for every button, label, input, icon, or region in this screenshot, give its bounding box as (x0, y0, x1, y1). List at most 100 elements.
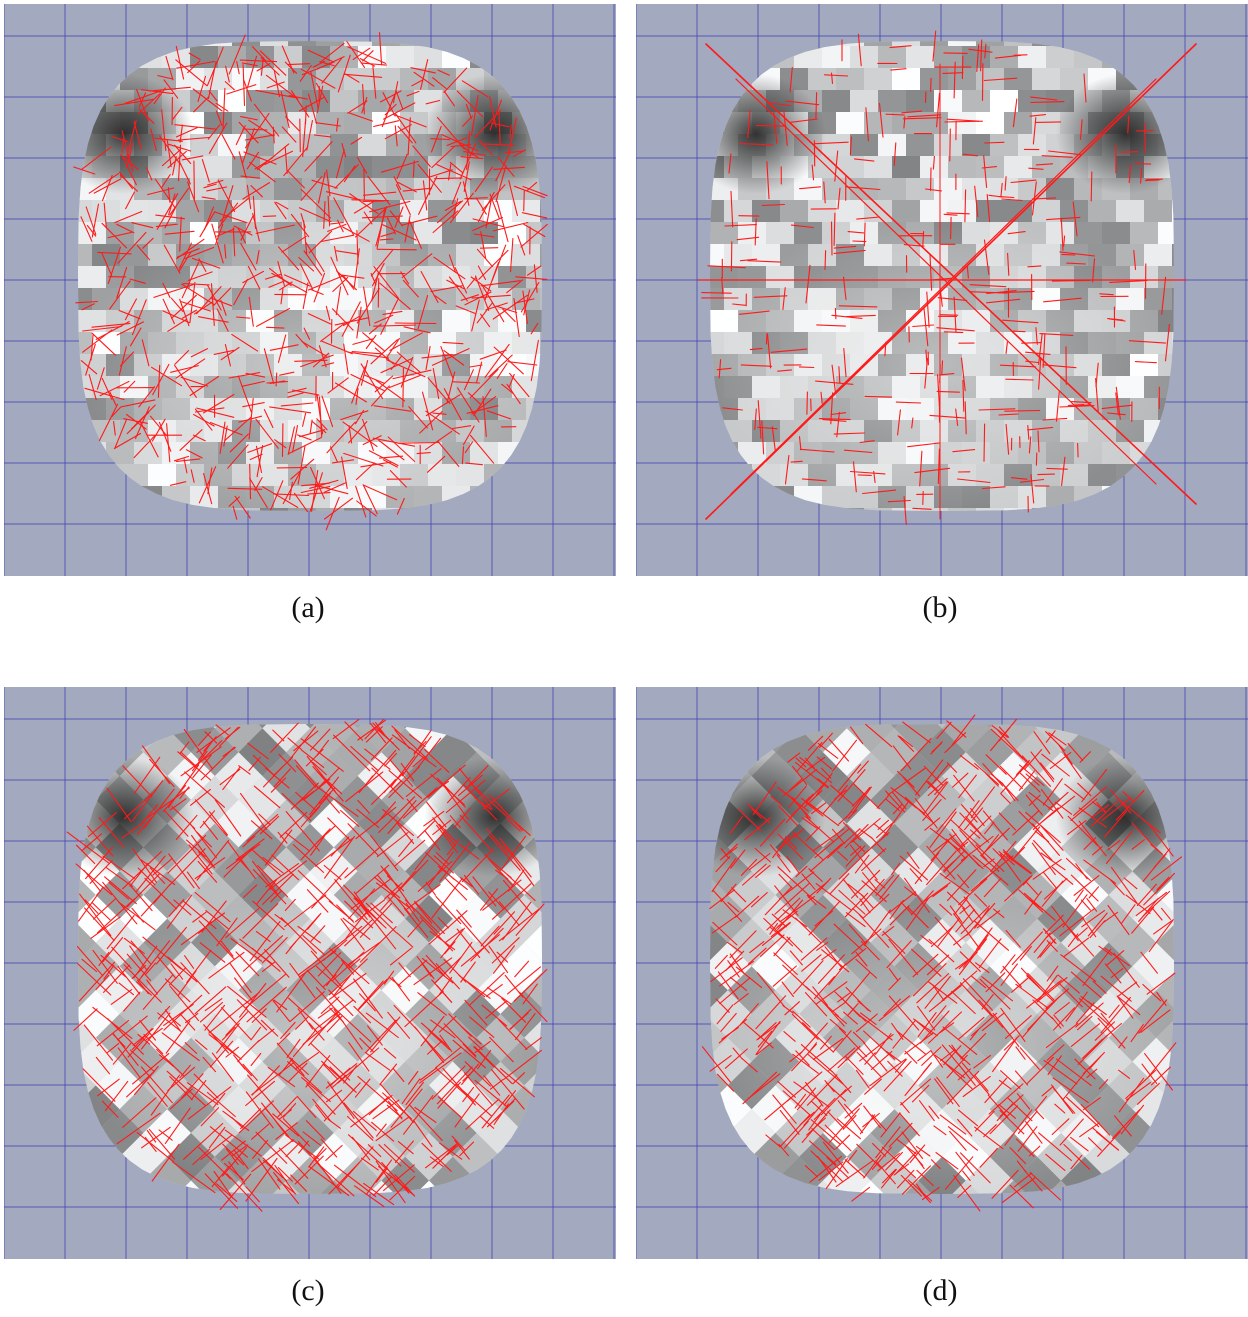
vector-line (213, 211, 248, 224)
vector-line (438, 1015, 457, 1033)
vector-field (66, 718, 548, 1212)
vector-line (302, 282, 309, 310)
vector-line (943, 331, 964, 334)
vector-line (493, 911, 516, 935)
vector-line (91, 332, 117, 356)
vector-line (844, 1102, 863, 1119)
vector-line (142, 974, 174, 1010)
vector-line (817, 1155, 837, 1183)
vector-line (761, 922, 791, 946)
vector-line (1082, 1038, 1103, 1059)
vector-line (737, 808, 762, 832)
vector-line (120, 399, 156, 408)
surface-facet (476, 1109, 525, 1157)
vector-line (1005, 929, 1021, 948)
vector-line (832, 1002, 846, 1012)
vector-line (861, 848, 887, 872)
vector-line (183, 1122, 224, 1160)
vector-line (376, 1123, 387, 1137)
vector-line (405, 1081, 424, 1106)
vector-line (408, 406, 428, 429)
surface-facet (260, 41, 288, 46)
vector-line (85, 206, 97, 236)
vector-line (1075, 1002, 1095, 1024)
vector-line (331, 308, 354, 331)
vector-line (270, 722, 299, 753)
vector-line (912, 953, 939, 978)
vector-line (297, 445, 306, 485)
surface-facet (942, 799, 990, 848)
vector-line (249, 920, 281, 962)
vector-line (162, 298, 175, 325)
vector-line (823, 181, 826, 204)
vector-line (1060, 217, 1064, 251)
vector-line (156, 193, 179, 230)
vector-line (1087, 1000, 1107, 1016)
vector-line (287, 1061, 322, 1094)
vector-line (825, 1158, 848, 1190)
vector-line (222, 87, 226, 131)
vector-line (837, 187, 841, 210)
vector-line (183, 728, 214, 770)
vector-line (1012, 846, 1026, 861)
vector-line (129, 945, 148, 971)
vector-line (790, 460, 803, 463)
vector-line (434, 956, 462, 984)
vector-line (1012, 810, 1040, 836)
vector-line (887, 1060, 903, 1077)
vector-line (271, 854, 300, 881)
vector-line (422, 180, 428, 211)
vector-line (1049, 751, 1072, 770)
vector-line (457, 774, 483, 797)
vector-line (974, 185, 979, 218)
vector-line (777, 866, 812, 898)
surface-facet (372, 112, 400, 134)
caption-c: (c) (291, 1274, 325, 1307)
vector-line (192, 434, 206, 442)
vector-line (204, 998, 223, 1012)
vector-line (829, 873, 850, 895)
vector-line (198, 466, 217, 504)
vector-line (816, 324, 846, 327)
vector-line (730, 849, 746, 869)
surface-facet (405, 847, 453, 895)
vector-line (371, 767, 404, 800)
vector-line (1164, 323, 1170, 362)
vector-line (970, 807, 985, 827)
vector-line (1033, 731, 1051, 755)
vector-line (807, 880, 829, 899)
vector-line (246, 151, 260, 170)
vector-line (288, 1062, 308, 1082)
vector-line (479, 247, 499, 249)
surface-facet (204, 156, 232, 178)
vector-line (824, 250, 827, 271)
surface-facet (381, 823, 429, 872)
vector-line (960, 357, 966, 392)
vector-line (1092, 258, 1096, 283)
vector-line (413, 71, 435, 87)
surface-facet (870, 823, 919, 872)
vector-line (962, 153, 979, 157)
vector-line (360, 461, 392, 468)
vector-line (790, 224, 814, 229)
vector-line (241, 380, 265, 387)
vector-line (959, 951, 981, 972)
vector-line (294, 759, 320, 789)
vector-line (255, 445, 263, 474)
vector-line (401, 253, 433, 279)
vector-line (907, 442, 940, 448)
vector-line (189, 281, 196, 324)
vector-line (96, 898, 136, 934)
vector-line (307, 275, 345, 291)
vector-line (381, 1161, 410, 1194)
vector-line (257, 865, 289, 898)
vector-line (974, 1110, 995, 1132)
vector-line (461, 1026, 482, 1045)
vector-line (823, 74, 849, 77)
vector-line (367, 175, 391, 206)
vector-line (970, 975, 987, 989)
vector-line (801, 873, 816, 890)
vector-line (507, 966, 541, 995)
vector-line (953, 296, 957, 333)
vector-line (838, 1027, 868, 1058)
